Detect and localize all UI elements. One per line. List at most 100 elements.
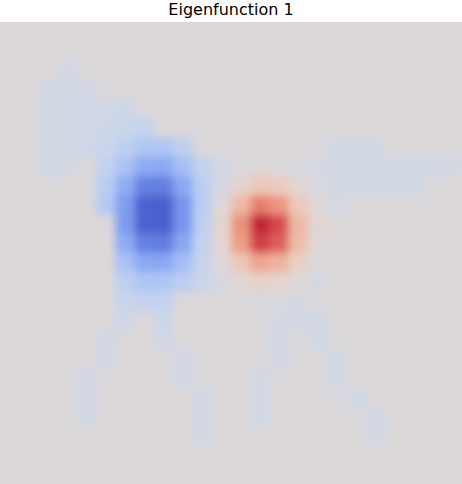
heatmap-cell	[212, 195, 232, 215]
heatmap-cell	[77, 118, 97, 138]
heatmap-cell	[193, 388, 213, 408]
heatmap-cell	[96, 176, 116, 196]
heatmap-cell	[270, 176, 290, 196]
heatmap-cell	[289, 176, 309, 196]
heatmap-cell	[135, 118, 155, 138]
heatmap-cell	[347, 157, 367, 177]
heatmap-cell	[385, 176, 405, 196]
heatmap-cell	[250, 388, 270, 408]
heatmap-cell	[193, 253, 213, 273]
heatmap-cell	[173, 234, 193, 254]
heatmap-cell	[58, 157, 78, 177]
heatmap-cell	[327, 157, 347, 177]
heatmap-cell	[308, 234, 328, 254]
heatmap-cell	[270, 311, 290, 331]
heatmap-cell	[212, 157, 232, 177]
title: Eigenfunction 1	[168, 0, 293, 19]
heatmap-cell	[96, 118, 116, 138]
heatmap-cell	[443, 157, 462, 177]
heatmap-cell	[116, 176, 136, 196]
heatmap-cell	[116, 99, 136, 119]
heatmap-cell	[116, 292, 136, 312]
heatmap-cell	[327, 349, 347, 369]
heatmap-cell	[231, 253, 251, 273]
plot-background	[0, 22, 462, 484]
heatmap-cell	[77, 138, 97, 158]
heatmap-cell	[212, 253, 232, 273]
heatmap-cell	[404, 157, 424, 177]
heatmap-cell	[289, 215, 309, 235]
heatmap-cell	[212, 272, 232, 292]
heatmap-cell	[116, 195, 136, 215]
heatmap-cell	[154, 157, 174, 177]
heatmap-cell	[366, 176, 386, 196]
heatmap-cell	[96, 157, 116, 177]
heatmap-cell	[231, 195, 251, 215]
heatmap-cell	[289, 253, 309, 273]
heatmap-cell	[270, 330, 290, 350]
heatmap-cell	[96, 138, 116, 158]
heatmap-cell	[308, 157, 328, 177]
heatmap-cell	[308, 330, 328, 350]
heatmap-cell	[250, 272, 270, 292]
heatmap-cell	[250, 215, 270, 235]
heatmap-cell	[154, 176, 174, 196]
heatmap-cell	[173, 253, 193, 273]
heatmap-cell	[154, 234, 174, 254]
heatmap-cell	[231, 176, 251, 196]
heatmap-cell	[231, 272, 251, 292]
heatmap-cell	[173, 349, 193, 369]
heatmap-cell	[289, 234, 309, 254]
heatmap-cell	[39, 118, 59, 138]
heatmap-cell	[58, 80, 78, 100]
heatmap-cell	[39, 99, 59, 119]
heatmap-cell	[135, 138, 155, 158]
heatmap-cell	[135, 292, 155, 312]
heatmap-cell	[366, 157, 386, 177]
cells-clip	[39, 61, 462, 447]
heatmap-cell	[347, 388, 367, 408]
heatmap-cell	[308, 272, 328, 292]
heatmap-cell	[289, 311, 309, 331]
heatmap-cell	[250, 369, 270, 389]
heatmap-cell	[58, 61, 78, 81]
heatmap-cell	[212, 176, 232, 196]
heatmap-cell	[193, 407, 213, 427]
heatmap-cell	[135, 195, 155, 215]
heatmap-cell	[250, 253, 270, 273]
heatmap-cell	[212, 234, 232, 254]
heatmap-cell	[327, 195, 347, 215]
heatmap-cell	[289, 195, 309, 215]
heatmap-cell	[347, 176, 367, 196]
heatmap-cell	[77, 407, 97, 427]
heatmap-cell	[154, 311, 174, 331]
heatmap-cell	[193, 157, 213, 177]
heatmap-cell	[39, 80, 59, 100]
heatmap-cell	[193, 195, 213, 215]
heatmap-cell	[116, 234, 136, 254]
heatmap-cell	[366, 407, 386, 427]
heatmap-cell	[366, 426, 386, 446]
heatmap-cell	[385, 157, 405, 177]
heatmap-cell	[270, 215, 290, 235]
heatmap-cell	[58, 118, 78, 138]
heatmap-cell	[116, 138, 136, 158]
heatmap-cell	[231, 234, 251, 254]
heatmap-cell	[231, 215, 251, 235]
heatmap-cell	[308, 215, 328, 235]
heatmap-cell	[77, 80, 97, 100]
heatmap-cell	[193, 176, 213, 196]
heatmap-cell	[193, 215, 213, 235]
heatmap-cell	[327, 176, 347, 196]
heatmap-cell	[154, 272, 174, 292]
heatmap-cell	[154, 330, 174, 350]
heatmap-cell	[77, 369, 97, 389]
heatmap-cell	[193, 234, 213, 254]
heatmap-cell	[250, 176, 270, 196]
heatmap-cell	[173, 138, 193, 158]
chart-root: Eigenfunction 1	[0, 0, 462, 484]
cells	[39, 61, 462, 447]
heatmap-cell	[116, 311, 136, 331]
heatmap-cell	[135, 234, 155, 254]
heatmap-cell	[250, 234, 270, 254]
